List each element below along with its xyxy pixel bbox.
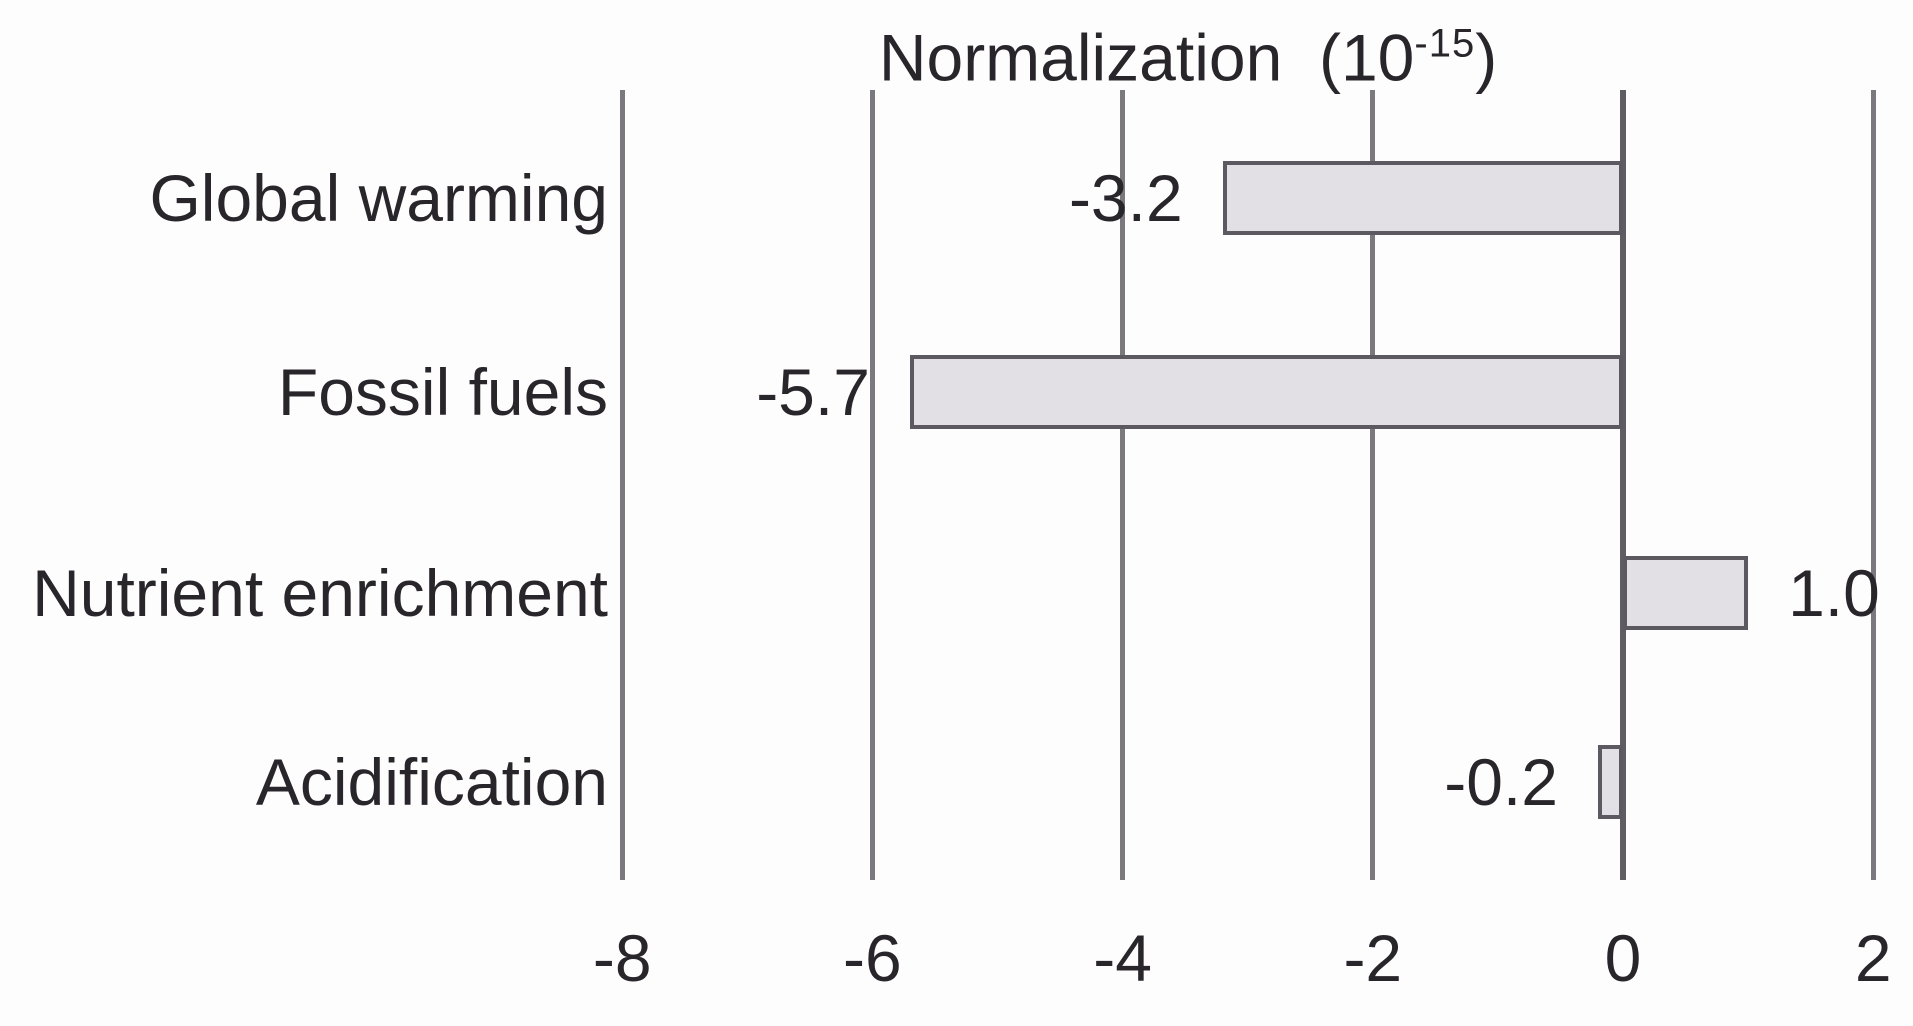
chart-title-close-paren: ) — [1475, 20, 1498, 95]
x-tick-label: -8 — [592, 921, 652, 995]
gridline — [1370, 90, 1376, 880]
bar-value-label-fossil-fuels: -5.7 — [756, 355, 870, 429]
zero-axis-line — [1620, 90, 1626, 880]
gridline — [1870, 90, 1876, 880]
bar-fossil-fuels — [909, 355, 1623, 429]
bar-global-warming — [1222, 161, 1623, 235]
gridline — [619, 90, 625, 880]
x-tick-label: -4 — [1093, 921, 1152, 995]
bar-nutrient-enrichment — [1623, 556, 1749, 630]
x-tick-label: -6 — [843, 921, 902, 995]
x-tick-label: 2 — [1854, 921, 1892, 995]
x-tick-label: -2 — [1343, 921, 1403, 995]
gridline — [1120, 90, 1126, 880]
bar-value-label-global-warming: -3.2 — [1068, 161, 1183, 235]
gridline — [869, 90, 875, 880]
bar-value-label-nutrient-enrichment: 1.0 — [1788, 556, 1880, 630]
x-tick-label: 0 — [1604, 921, 1642, 995]
category-label-global-warming: Global warming — [149, 161, 608, 235]
category-label-nutrient-enrichment: Nutrient enrichment — [32, 556, 608, 630]
category-label-fossil-fuels: Fossil fuels — [277, 355, 608, 429]
bar-acidification — [1597, 745, 1623, 819]
chart-title-exponent: -15 — [1414, 21, 1476, 66]
category-label-acidification: Acidification — [255, 745, 608, 819]
chart-title-text: Normalization (10 — [878, 20, 1415, 95]
chart-title: Normalization (10-15) — [879, 24, 1497, 91]
bar-value-label-acidification: -0.2 — [1444, 745, 1558, 819]
